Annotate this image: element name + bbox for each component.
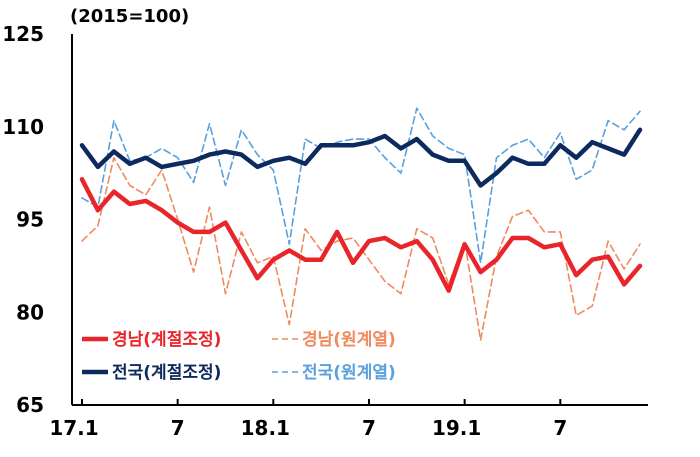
legend-label: 경남(계절조정) — [112, 329, 221, 350]
y-tick-label: 95 — [16, 208, 44, 232]
x-tick-label: 7 — [171, 416, 185, 440]
x-tick-label: 18.1 — [241, 416, 290, 440]
legend-label: 경남(원계열) — [302, 330, 396, 350]
x-tick-label: 19.1 — [432, 416, 481, 440]
series-line-2 — [79, 127, 643, 188]
legend-label: 전국(계절조정) — [112, 362, 221, 383]
series-line-3 — [81, 107, 641, 264]
x-tick-label: 7 — [362, 416, 376, 440]
x-tick-labels: 17.1 7 18.1 7 19.1 7 — [49, 399, 567, 440]
y-tick-labels: 125 110 95 80 65 — [2, 22, 44, 417]
y-tick-label: 80 — [16, 300, 44, 324]
x-tick-label: 7 — [553, 416, 567, 440]
unit-label: (2015=100) — [70, 6, 189, 27]
legend: 경남(계절조정) 경남(원계열) 전국(계절조정) 전국(원계열) — [82, 329, 396, 383]
x-tick-label: 17.1 — [49, 416, 98, 440]
y-tick-label: 110 — [2, 115, 44, 139]
y-tick-label: 125 — [2, 22, 44, 46]
legend-label: 전국(원계열) — [302, 363, 396, 383]
y-tick-label: 65 — [16, 393, 44, 417]
series-lines — [79, 107, 643, 341]
series-line-0 — [79, 177, 643, 293]
